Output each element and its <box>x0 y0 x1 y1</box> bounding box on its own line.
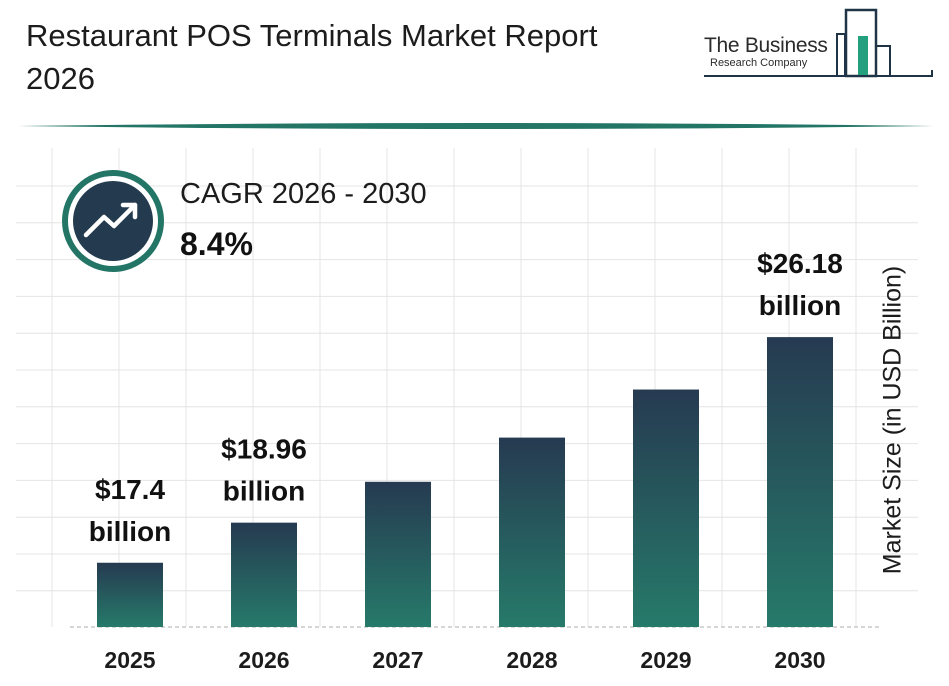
page-title: Restaurant POS Terminals Market Report 2… <box>26 18 598 96</box>
cagr-value: 8.4% <box>180 226 253 262</box>
bar-2026 <box>231 522 297 627</box>
x-tick-label: 2027 <box>372 647 423 673</box>
logo-name: The Business <box>704 34 828 57</box>
cagr-label: CAGR 2026 - 2030 <box>180 178 427 210</box>
x-tick-label: 2026 <box>238 647 289 673</box>
trend-up-icon <box>83 202 138 238</box>
x-tick-label: 2030 <box>774 647 825 673</box>
x-tick-label: 2028 <box>506 647 557 673</box>
company-logo: The Business Research Company <box>700 6 936 78</box>
data-label-value: $17.4 <box>95 474 165 505</box>
x-tick-labels: 2025 2026 2027 2028 2029 2030 <box>104 647 825 673</box>
bar-2025 <box>97 562 163 627</box>
bars <box>97 337 833 627</box>
y-axis-label: Market Size (in USD Billion) <box>878 265 907 575</box>
title-divider <box>18 123 934 129</box>
x-tick-label: 2025 <box>104 647 155 673</box>
data-label-unit: billion <box>89 516 171 547</box>
logo-buildings-icon <box>704 8 933 78</box>
cagr-badge <box>62 170 164 272</box>
data-label-value: $18.96 <box>221 434 307 465</box>
bar-2030 <box>767 337 833 627</box>
x-tick-label: 2029 <box>640 647 691 673</box>
data-labels: $17.4 billion $18.96 billion $26.18 billion <box>89 248 843 547</box>
data-label-value: $26.18 <box>757 248 843 279</box>
data-label-unit: billion <box>759 290 841 321</box>
bar-2028 <box>499 437 565 627</box>
bar-2029 <box>633 389 699 627</box>
bar-2027 <box>365 481 431 627</box>
logo-subtitle: Research Company <box>710 57 808 69</box>
data-label-unit: billion <box>223 476 305 507</box>
